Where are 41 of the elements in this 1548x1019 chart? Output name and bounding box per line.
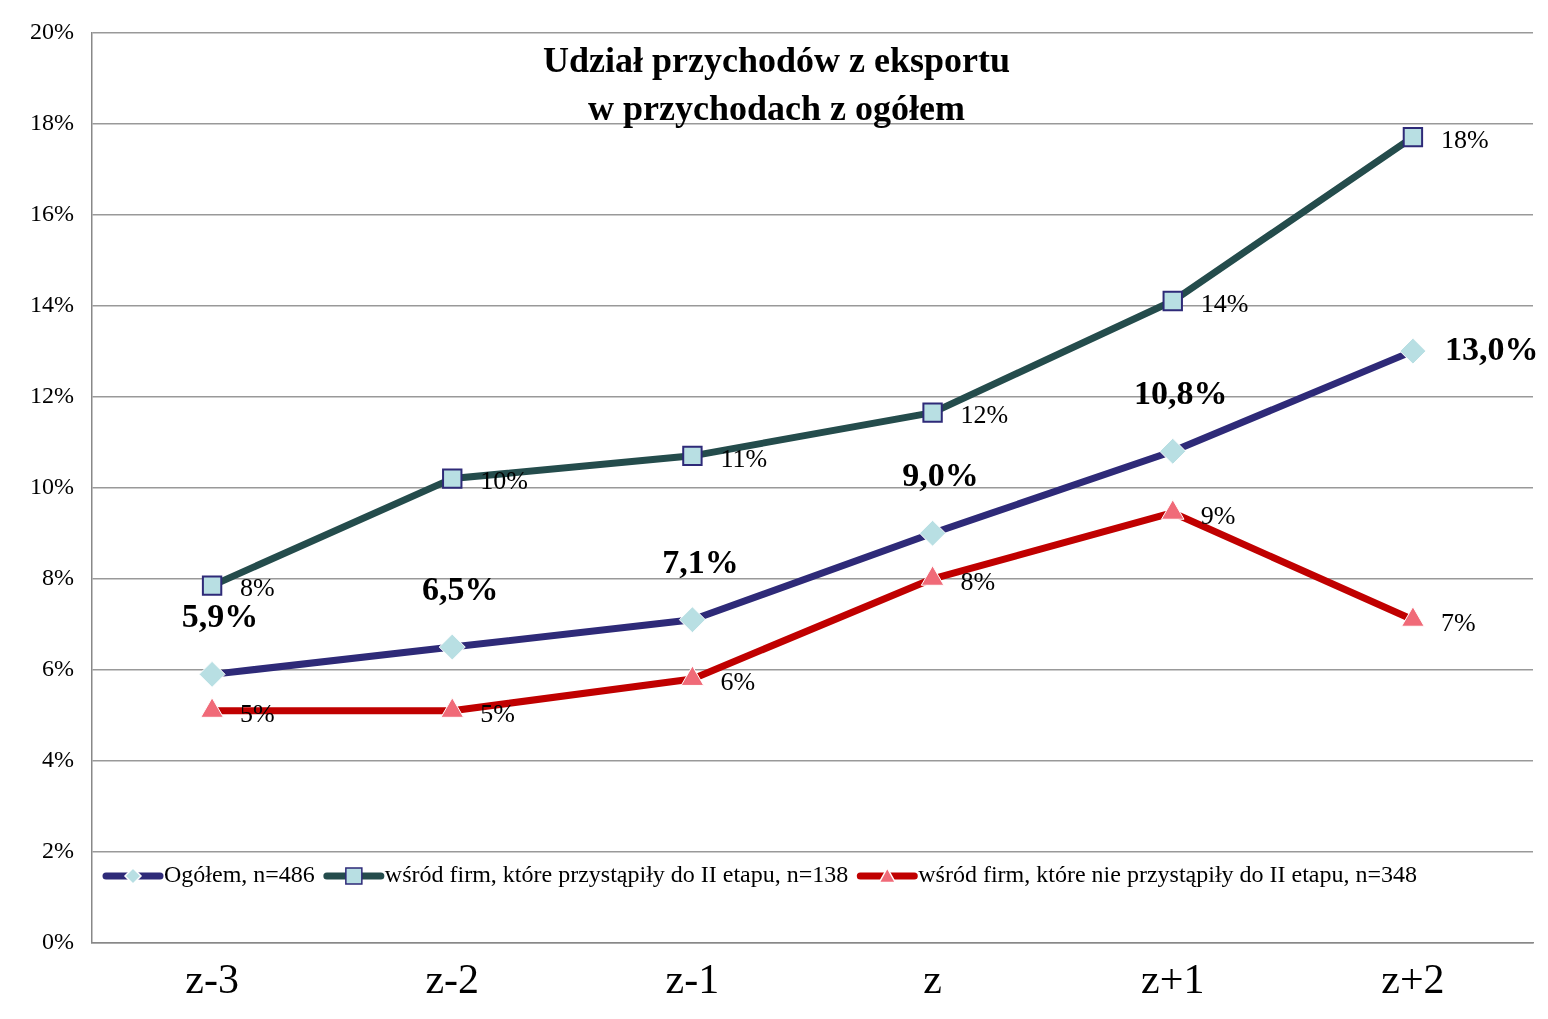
data-label: 6% [720, 666, 756, 696]
data-label: 13,0% [1444, 329, 1539, 367]
data-label: 18% [1440, 124, 1489, 154]
x-tick-label: z [923, 956, 942, 1003]
y-tick-label: 8% [42, 564, 74, 591]
x-tick-label: z-1 [665, 956, 720, 1003]
y-tick-label: 0% [42, 928, 74, 955]
y-tick-label: 16% [30, 199, 74, 226]
data-label: 8% [960, 566, 996, 596]
y-tick-label: 18% [30, 108, 74, 135]
y-tick-label: 14% [30, 290, 74, 317]
point [1402, 126, 1424, 148]
y-tick-label: 10% [30, 473, 74, 499]
y-tick-label: 12% [30, 381, 74, 408]
data-label: 11% [720, 443, 768, 473]
data-label: 7,1% [662, 542, 739, 580]
y-tick-label: 4% [42, 746, 74, 773]
data-label: 14% [1200, 288, 1249, 318]
data-label: 7% [1440, 607, 1476, 637]
point [682, 445, 703, 467]
y-tick-label: 20% [30, 17, 74, 44]
y-tick-label: 2% [42, 837, 74, 864]
x-tick-label: z-3 [185, 956, 239, 1003]
point [201, 575, 223, 596]
legend-label: wśród firm, które przystąpiły do II etapu, n=138 [384, 861, 849, 888]
data-label: 5% [240, 698, 275, 728]
data-label: 9,0% [902, 456, 979, 494]
x-tick-label: z+2 [1381, 956, 1445, 1003]
data-label: 10,8% [1134, 374, 1228, 412]
point [442, 468, 463, 489]
y-tick-label: 6% [42, 655, 74, 682]
legend-label: Ogółem, n=486 [164, 861, 315, 888]
x-tick-label: z+1 [1141, 956, 1205, 1003]
data-label: 6,5% [422, 569, 499, 607]
legend-label: wśród firm, które nie przystąpiły do II etapu, n=348 [918, 861, 1418, 888]
data-label: 9% [1200, 500, 1236, 530]
text: Udział przychodów z eksportu w przychodach z ogółem [542, 39, 1010, 128]
x-tick-label: z-2 [425, 956, 480, 1003]
point [922, 402, 943, 423]
point [1162, 290, 1183, 312]
data-label: 12% [960, 400, 1009, 430]
